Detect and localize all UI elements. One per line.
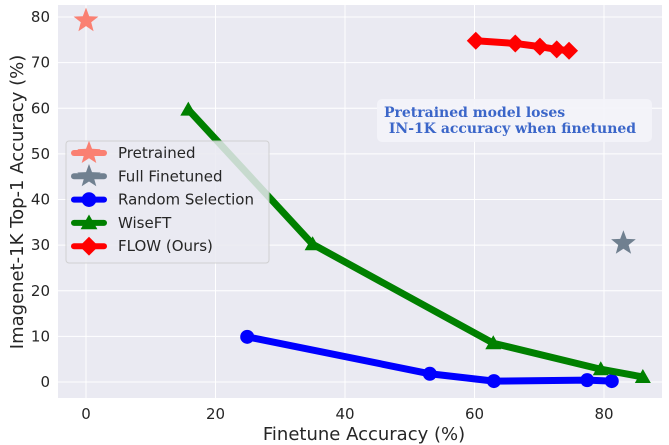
- series-flow-ours: [466, 31, 579, 60]
- star-marker-icon: [611, 230, 636, 254]
- y-tick-label: 80: [31, 8, 50, 26]
- diamond-marker-icon: [547, 40, 566, 59]
- y-tick-label: 40: [31, 191, 50, 209]
- diamond-marker-icon: [466, 31, 485, 50]
- y-tick-label: 50: [31, 145, 50, 163]
- legend-label: WiseFT: [118, 214, 172, 232]
- x-tick-label: 80: [594, 405, 613, 423]
- triangle-marker-icon: [180, 101, 197, 116]
- y-axis-ticks: 0 10 20 30 40 50 60 70 80: [31, 8, 50, 391]
- circle-marker-icon: [486, 374, 501, 389]
- circle-marker-icon: [604, 374, 619, 389]
- x-tick-label: 40: [335, 405, 354, 423]
- series-pretrained: [73, 7, 99, 32]
- triangle-marker-icon: [80, 214, 98, 230]
- triangle-marker-icon: [592, 361, 609, 376]
- x-tick-label: 20: [206, 405, 225, 423]
- y-tick-label: 60: [31, 99, 50, 117]
- y-tick-label: 30: [31, 236, 50, 254]
- legend-label: Full Finetuned: [118, 167, 223, 185]
- y-tick-label: 0: [40, 373, 50, 391]
- annotation-line-2: IN-1K accuracy when finetuned: [384, 121, 636, 137]
- x-axis-ticks: 0 20 40 60 80: [81, 405, 613, 423]
- circle-marker-icon: [81, 192, 97, 207]
- legend-item-wiseft: WiseFT: [71, 214, 172, 232]
- y-tick-label: 70: [31, 54, 50, 72]
- y-axis-label: Imagenet-1K Top-1 Accuracy (%): [7, 55, 28, 349]
- legend-item-pretrained: Pretrained: [71, 140, 196, 163]
- x-axis-label: Finetune Accuracy (%): [263, 424, 465, 445]
- annotation-line-1: Pretrained model loses: [384, 105, 565, 121]
- star-marker-icon: [77, 140, 101, 163]
- circle-marker-icon: [580, 373, 595, 388]
- legend: Pretrained Full Finetuned Random Selection…: [65, 140, 270, 264]
- star-marker-icon: [73, 7, 99, 32]
- diamond-marker-icon: [530, 37, 549, 56]
- data-series: [73, 7, 651, 389]
- legend-label: FLOW (Ours): [118, 237, 213, 255]
- diamond-marker-icon: [506, 34, 525, 53]
- triangle-marker-icon: [634, 368, 651, 383]
- circle-marker-icon: [240, 329, 255, 344]
- triangle-marker-icon: [485, 335, 502, 350]
- diamond-marker-icon: [560, 41, 579, 60]
- legend-label: Random Selection: [118, 191, 254, 209]
- y-tick-label: 10: [31, 327, 50, 345]
- legend-label: Pretrained: [118, 144, 196, 162]
- legend-item-random-selection: Random Selection: [71, 191, 254, 209]
- y-tick-label: 20: [31, 282, 50, 300]
- triangle-marker-icon: [304, 236, 321, 251]
- circle-marker-icon: [422, 366, 437, 381]
- diamond-marker-icon: [79, 236, 99, 256]
- legend-item-full-finetuned: Full Finetuned: [71, 164, 223, 187]
- star-marker-icon: [77, 164, 101, 187]
- series-full-finetuned: [611, 230, 636, 254]
- series-random-selection: [240, 329, 619, 389]
- x-tick-label: 60: [465, 405, 484, 423]
- legend-item-flow-ours: FLOW (Ours): [71, 236, 213, 256]
- x-tick-label: 0: [81, 405, 91, 423]
- annotation-box: Pretrained model loses IN-1K accuracy wh…: [377, 99, 652, 142]
- series-wiseft: [180, 101, 651, 383]
